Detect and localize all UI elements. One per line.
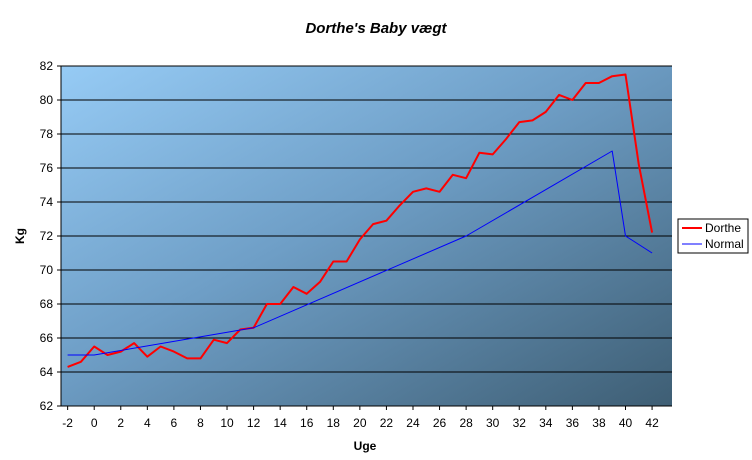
y-tick-label: 82 [40,59,54,73]
x-tick-label: 28 [459,416,473,430]
y-tick-label: 62 [40,399,54,413]
x-tick-label: 4 [144,416,151,430]
legend-label-normal: Normal [705,237,744,251]
x-tick-label: 22 [380,416,394,430]
x-tick-label: 32 [513,416,527,430]
y-tick-label: 70 [40,263,54,277]
x-tick-label: 36 [566,416,580,430]
y-tick-label: 66 [40,331,54,345]
x-tick-label: 24 [406,416,420,430]
y-tick-label: 76 [40,161,54,175]
series-lines [67,73,654,368]
y-tick-label: 80 [40,93,54,107]
legend: Dorthe Normal [677,218,749,254]
y-tick-label: 64 [40,365,54,379]
y-tick-label: 78 [40,127,54,141]
x-tick-label: 34 [539,416,553,430]
x-axis-label: Uge [354,439,377,453]
x-tick-label: 26 [433,416,447,430]
legend-label-dorthe: Dorthe [705,221,741,235]
y-tick-label: 72 [40,229,54,243]
y-tick-label: 68 [40,297,54,311]
x-tick-label: 38 [592,416,606,430]
series-line-dorthe [67,73,654,368]
x-tick-label: 6 [171,416,178,430]
series-line-normal [67,150,653,356]
chart-title: Dorthe's Baby vægt [305,20,447,37]
x-tick-label: 20 [353,416,367,430]
x-tick-label: 14 [273,416,287,430]
x-tick-label: 30 [486,416,500,430]
legend-box [677,218,749,254]
y-axis-ticks: 62 64 66 68 70 72 74 76 78 80 82 [40,59,61,413]
x-tick-label: 10 [220,416,234,430]
x-tick-label: 0 [91,416,98,430]
gridlines [61,65,672,373]
x-tick-label: 40 [619,416,633,430]
y-axis-label: Kg [13,228,27,244]
x-tick-label: 42 [645,416,659,430]
x-tick-label: 12 [247,416,261,430]
x-axis-ticks: -2 0 2 4 6 8 10 12 14 16 18 20 22 24 26 28 30 32 34 36 38 40 4… [62,406,659,430]
x-tick-label: 18 [327,416,341,430]
x-tick-label: 2 [117,416,124,430]
x-tick-label: -2 [62,416,73,430]
x-tick-label: 16 [300,416,314,430]
y-tick-label: 74 [40,195,54,209]
x-tick-label: 8 [197,416,204,430]
